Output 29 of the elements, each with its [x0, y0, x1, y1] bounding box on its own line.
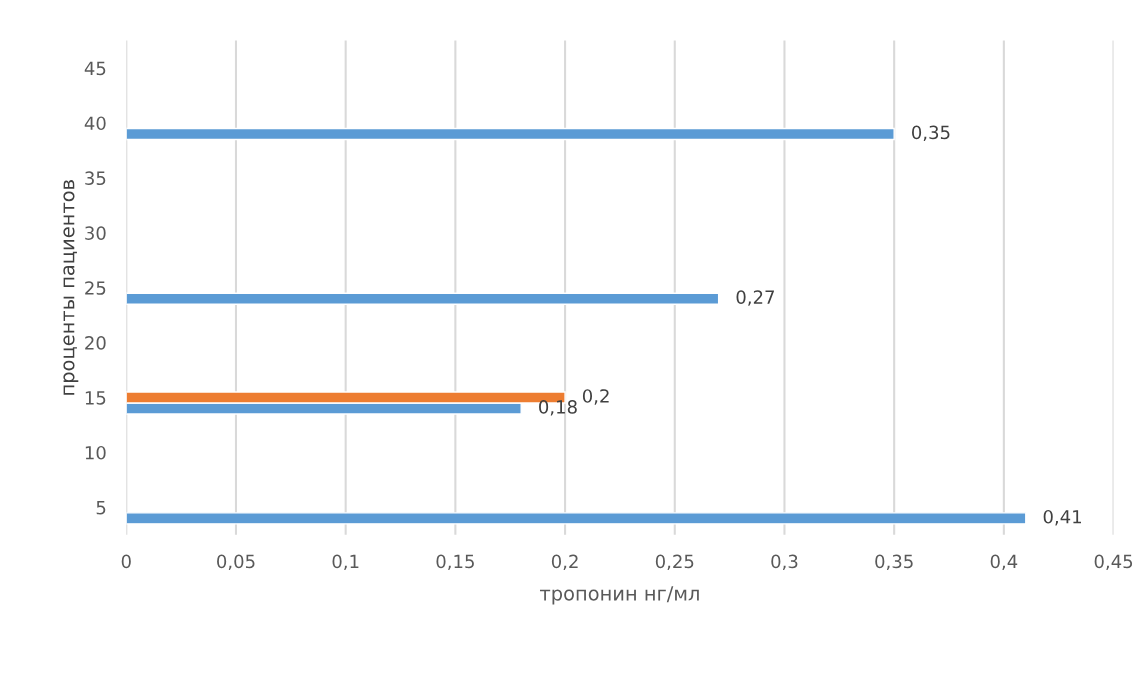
data-label: 0,41	[1043, 509, 1081, 526]
data-label: 0,27	[736, 290, 774, 306]
data-label: 0,2	[582, 389, 609, 405]
x-tick-label: 0,25	[655, 554, 694, 571]
x-tick-label: 0,15	[436, 554, 474, 571]
x-tick-label: 0,35	[875, 554, 913, 571]
y-tick-label: 10	[85, 445, 106, 460]
x-tick-label: 0,05	[217, 554, 255, 571]
x-tick-label: 0,1	[332, 554, 359, 571]
bar	[126, 512, 1027, 525]
y-tick-label: 40	[84, 116, 106, 131]
bar	[126, 127, 895, 141]
data-label: 0,35	[912, 125, 950, 142]
x-axis-title: тропонин нг/мл	[539, 586, 699, 605]
y-tick-label: 20	[85, 336, 106, 350]
y-axis-title: проценты пациентов	[63, 180, 79, 395]
y-tick-label: 35	[85, 171, 106, 186]
y-tick-label: 30	[85, 226, 106, 240]
x-tick-label: 0,4	[990, 554, 1018, 571]
x-tick-label: 0,2	[551, 554, 578, 571]
y-tick-label: 5	[96, 501, 106, 515]
y-tick-label: 15	[85, 391, 106, 405]
x-tick-label: 0,45	[1094, 554, 1133, 571]
y-tick-label: 25	[85, 281, 106, 295]
y-tick-label: 45	[84, 61, 106, 76]
x-tick-label: 0	[121, 554, 131, 569]
x-tick-label: 0,3	[771, 554, 798, 571]
bar	[126, 292, 720, 305]
data-label: 0,18	[539, 400, 577, 416]
